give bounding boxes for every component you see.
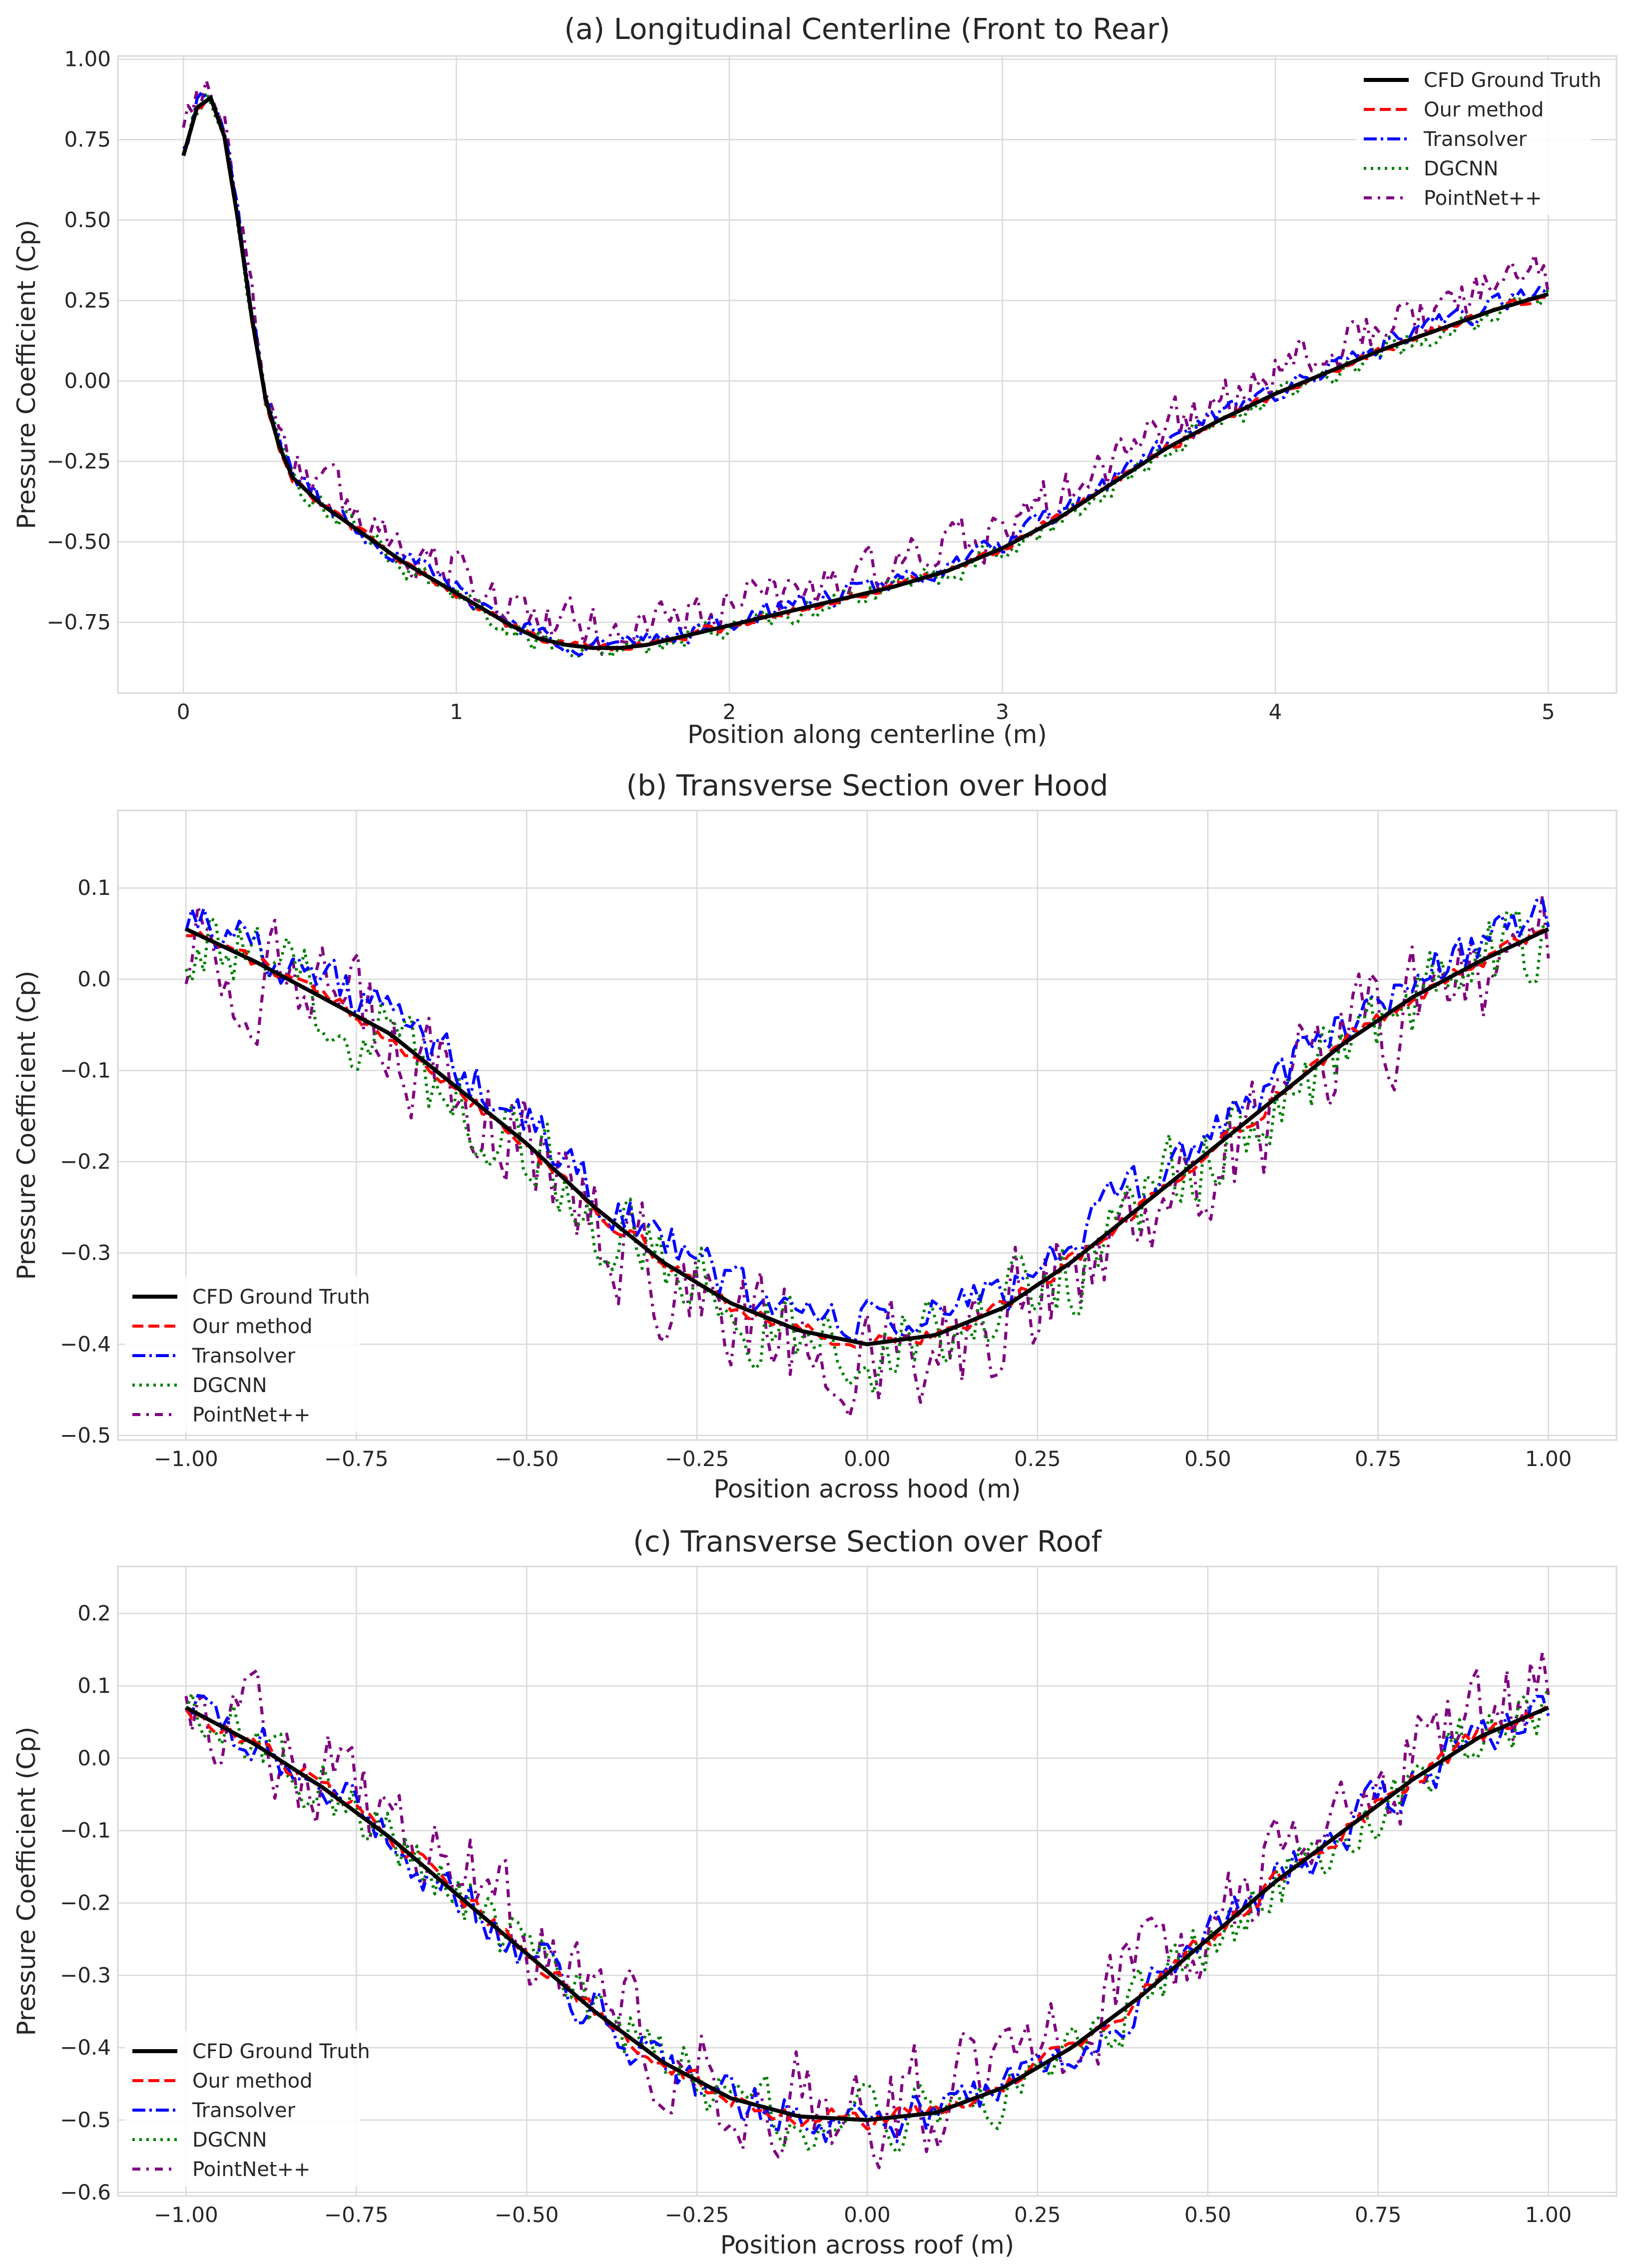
plot-frame — [117, 809, 1618, 1441]
series-line-our-method — [184, 1703, 1550, 2131]
x-tick-label: 0.25 — [1014, 2203, 1061, 2227]
legend-label: CFD Ground Truth — [192, 2040, 370, 2063]
x-tick-label: 1.00 — [1525, 1447, 1572, 1471]
y-tick-label: −0.5 — [60, 1423, 111, 1448]
legend-label: Our method — [192, 2070, 312, 2093]
legend-label: CFD Ground Truth — [192, 1286, 370, 1309]
y-tick-label: 0.75 — [64, 127, 111, 151]
x-tick-label: −0.75 — [324, 1447, 389, 1471]
panel-2: −1.00 −0.75 −0.50 −0.25 0.00 0.25 0.50 0.75 1.00… — [12, 768, 1618, 1504]
y-axis-label: Pressure Coefficient (Cp) — [12, 1727, 41, 2036]
plot-frame — [117, 1565, 1618, 2197]
x-axis-label: Position along centerline (m) — [687, 720, 1047, 749]
y-axis-label: Pressure Coefficient (Cp) — [12, 971, 41, 1280]
x-axis-label: Position across hood (m) — [714, 1475, 1021, 1504]
y-tick-label: −0.75 — [46, 610, 111, 634]
x-tick-label: 0.00 — [844, 2203, 891, 2227]
x-tick-label: 0.00 — [844, 1447, 891, 1471]
legend-label: DGCNN — [1424, 157, 1499, 180]
legend-label: PointNet++ — [192, 2158, 311, 2181]
chart-title: (a) Longitudinal Centerline (Front to Re… — [564, 12, 1170, 46]
x-tick-label: 0 — [177, 700, 190, 724]
series-line-cfd-ground-truth — [181, 95, 1549, 650]
series-line-dgcnn — [182, 90, 1550, 659]
x-tick-label: 4 — [1269, 700, 1282, 724]
x-tick-label: 5 — [1542, 700, 1555, 724]
y-tick-label: −0.3 — [60, 1241, 111, 1265]
x-tick-label: 0.50 — [1184, 1447, 1231, 1471]
x-tick-label: 1.00 — [1525, 2203, 1572, 2227]
y-tick-label: −0.25 — [46, 449, 111, 473]
legend-label: PointNet++ — [1424, 187, 1542, 210]
y-tick-label: −0.2 — [60, 1149, 111, 1174]
y-axis-label: Pressure Coefficient (Cp) — [12, 220, 41, 529]
legend-label: CFD Ground Truth — [1424, 69, 1602, 92]
legend: CFD Ground Truth Our method Transolver DGCN… — [125, 1277, 370, 1432]
x-tick-label: 3 — [996, 700, 1009, 724]
x-tick-label: 0.25 — [1014, 1447, 1061, 1471]
y-tick-label: 0.1 — [77, 1673, 111, 1698]
x-tick-label: −0.25 — [665, 1447, 729, 1471]
x-tick-label: 1 — [450, 700, 463, 724]
legend-label: Transolver — [192, 2099, 296, 2122]
x-tick-label: −1.00 — [154, 2203, 218, 2227]
y-tick-label: 0.1 — [77, 875, 111, 900]
panel-3: −1.00 −0.75 −0.50 −0.25 0.00 0.25 0.50 0.75 1.00… — [12, 1524, 1618, 2260]
y-tick-label: −0.50 — [46, 529, 111, 554]
y-tick-label: −0.2 — [60, 1890, 111, 1915]
legend: CFD Ground Truth Our method Transolver DGCN… — [125, 2031, 370, 2186]
x-axis-label: Position across roof (m) — [720, 2231, 1015, 2260]
y-tick-label: −0.4 — [60, 2035, 111, 2060]
x-tick-label: 0.50 — [1184, 2203, 1231, 2227]
y-tick-label: −0.5 — [60, 2108, 111, 2132]
y-tick-label: −0.4 — [60, 1332, 111, 1356]
y-tick-label: 0.2 — [77, 1601, 111, 1625]
y-tick-label: −0.1 — [60, 1058, 111, 1082]
legend-label: Our method — [1424, 98, 1544, 121]
x-tick-label: −0.50 — [495, 1447, 559, 1471]
legend-label: Our method — [192, 1315, 312, 1338]
x-tick-label: 2 — [723, 700, 736, 724]
legend-label: PointNet++ — [192, 1404, 311, 1427]
series-line-transolver — [184, 898, 1550, 1342]
legend-label: Transolver — [192, 1345, 296, 1368]
y-tick-label: 0.50 — [64, 207, 111, 232]
series-line-cfd-ground-truth — [185, 927, 1550, 1347]
y-tick-label: −0.1 — [60, 1818, 111, 1843]
x-tick-label: −0.25 — [665, 2203, 729, 2227]
series-line-transolver — [182, 90, 1550, 657]
y-tick-label: 1.00 — [64, 46, 111, 71]
y-tick-label: −0.6 — [60, 2180, 111, 2205]
y-tick-label: 0.00 — [64, 368, 111, 393]
y-tick-label: 0.0 — [77, 1746, 111, 1770]
y-tick-label: −0.3 — [60, 1963, 111, 1987]
x-tick-label: 0.75 — [1355, 1447, 1402, 1471]
y-tick-label: 0.25 — [64, 288, 111, 312]
series-line-transolver — [185, 1694, 1550, 2144]
plot-frame — [117, 55, 1618, 694]
x-tick-label: 0.75 — [1355, 2203, 1402, 2227]
legend-label: DGCNN — [192, 1374, 267, 1397]
series-line-cfd-ground-truth — [185, 1705, 1550, 2122]
legend-label: Transolver — [1423, 128, 1527, 151]
legend: CFD Ground Truth Our method Transolver DGCN… — [1356, 60, 1602, 215]
series-line-pointnet- — [182, 78, 1550, 656]
panel-1: 0 1 2 3 4 5 −0.75 −0.50 −0.25 0.00 0.25 0.50 0.75 1.0… — [12, 12, 1618, 749]
legend-label: DGCNN — [192, 2129, 267, 2152]
chart-title: (c) Transverse Section over Roof — [633, 1524, 1102, 1558]
chart-title: (b) Transverse Section over Hood — [626, 768, 1108, 802]
x-tick-label: −0.75 — [324, 2203, 389, 2227]
x-tick-label: −1.00 — [154, 1447, 218, 1471]
x-tick-label: −0.50 — [495, 2203, 559, 2227]
y-tick-label: 0.0 — [77, 967, 111, 991]
